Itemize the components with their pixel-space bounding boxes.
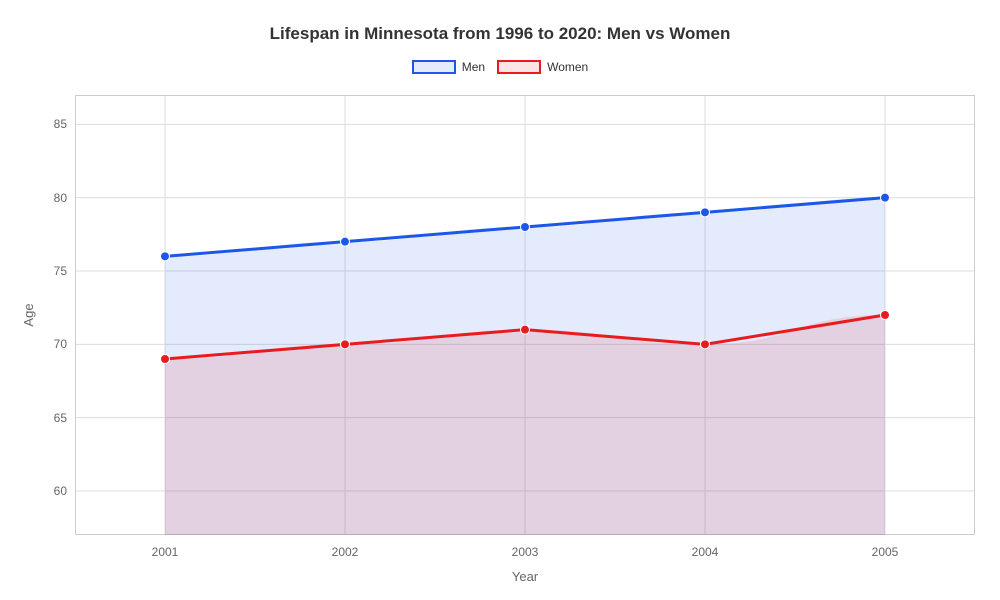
- marker-women: [161, 355, 170, 364]
- marker-men: [881, 193, 890, 202]
- marker-women: [881, 311, 890, 320]
- y-tick-label: 80: [54, 191, 67, 205]
- legend-label-women: Women: [547, 60, 588, 74]
- legend-swatch-women: [497, 60, 541, 74]
- marker-women: [521, 325, 530, 334]
- x-tick-label: 2004: [692, 545, 719, 559]
- x-tick-label: 2003: [512, 545, 539, 559]
- chart-legend: Men Women: [0, 60, 1000, 74]
- x-tick-label: 2001: [152, 545, 179, 559]
- chart-container: Lifespan in Minnesota from 1996 to 2020:…: [0, 0, 1000, 600]
- chart-plot: [75, 95, 975, 535]
- y-tick-label: 75: [54, 264, 67, 278]
- y-tick-label: 70: [54, 337, 67, 351]
- x-tick-label: 2005: [872, 545, 899, 559]
- marker-men: [161, 252, 170, 261]
- legend-item-men: Men: [412, 60, 485, 74]
- marker-men: [521, 223, 530, 232]
- y-tick-label: 65: [54, 411, 67, 425]
- marker-men: [701, 208, 710, 217]
- legend-swatch-men: [412, 60, 456, 74]
- x-axis-label: Year: [512, 569, 538, 584]
- marker-women: [701, 340, 710, 349]
- legend-label-men: Men: [462, 60, 485, 74]
- x-tick-label: 2002: [332, 545, 359, 559]
- legend-item-women: Women: [497, 60, 588, 74]
- marker-women: [341, 340, 350, 349]
- y-axis-label: Age: [21, 303, 36, 326]
- marker-men: [341, 237, 350, 246]
- y-tick-label: 60: [54, 484, 67, 498]
- chart-title: Lifespan in Minnesota from 1996 to 2020:…: [0, 24, 1000, 44]
- y-tick-label: 85: [54, 117, 67, 131]
- series-group: [161, 193, 890, 535]
